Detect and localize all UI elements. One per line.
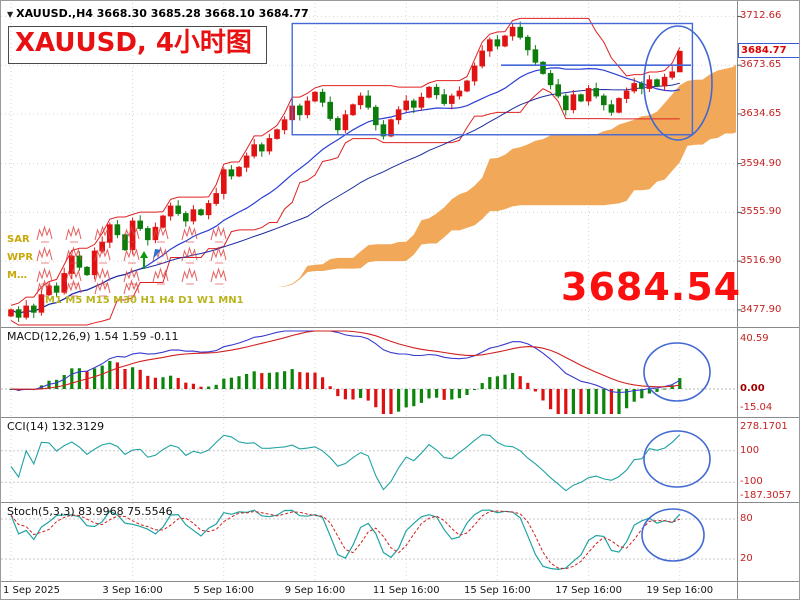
time-tick-label: 9 Sep 16:00 (284, 585, 346, 596)
stoch-panel-label: Stoch(5,3,3) 83.9968 75.5546 (7, 505, 173, 518)
axis-tick-label: 40.59 (740, 332, 769, 344)
current-price-badge: 3684.77 (738, 43, 799, 58)
axis-tick-label: 80 (740, 512, 753, 524)
indicator-label-sar[interactable]: SAR (7, 234, 30, 245)
timeframe-buttons[interactable]: M1 M5 M15 M30 H1 H4 D1 W1 MN1 (45, 295, 244, 306)
indicator-label-wpr[interactable]: WPR (7, 252, 34, 263)
axis-tick-label: 0.00 (740, 383, 765, 394)
time-tick-label: 5 Sep 16:00 (193, 585, 254, 596)
axis-tick-label: -100 (740, 476, 763, 488)
indicator-label-m[interactable]: M… (7, 270, 27, 281)
axis-tick-label: -187.3057 (740, 490, 792, 502)
cci-panel-label: CCI(14) 132.3129 (7, 420, 105, 433)
axis-tick-label: 3555.90 (740, 206, 782, 218)
chart-title-overlay: XAUUSD, 4小时图 (8, 26, 267, 64)
time-tick-label: 17 Sep 16:00 (555, 585, 622, 596)
axis-tick-label: 3712.66 (740, 10, 782, 22)
axis-tick-label: 20 (740, 552, 753, 564)
axis-tick-label: 100 (740, 444, 760, 456)
time-tick-label: 3 Sep 16:00 (102, 585, 163, 596)
time-tick-label: 11 Sep 16:00 (372, 585, 440, 596)
macd-panel-label: MACD(12,26,9) 1.54 1.59 -0.11 (7, 330, 179, 343)
big-price-label: 3684.54 (561, 265, 742, 309)
axis-tick-label: 3594.90 (740, 157, 782, 169)
axis-tick-label: -15.04 (740, 401, 773, 413)
symbol-ohlc-text: XAUUSD.,H4 3668.30 3685.28 3668.10 3684.… (16, 7, 309, 20)
time-tick-label: 1 Sep 2025 (3, 585, 61, 596)
axis-tick-label: 3477.90 (740, 303, 782, 315)
symbol-header: ▼ XAUUSD.,H4 3668.30 3685.28 3668.10 3684… (7, 7, 309, 20)
axis-tick-label: 3673.65 (740, 59, 782, 71)
axis-tick-label: 3516.90 (740, 255, 782, 267)
axis-tick-label: 3634.65 (740, 107, 782, 119)
time-tick-label: 19 Sep 16:00 (646, 585, 714, 596)
chevron-down-icon[interactable]: ▼ (7, 10, 14, 19)
axis-tick-label: 278.1701 (740, 421, 788, 432)
time-tick-label: 15 Sep 16:00 (464, 585, 531, 596)
